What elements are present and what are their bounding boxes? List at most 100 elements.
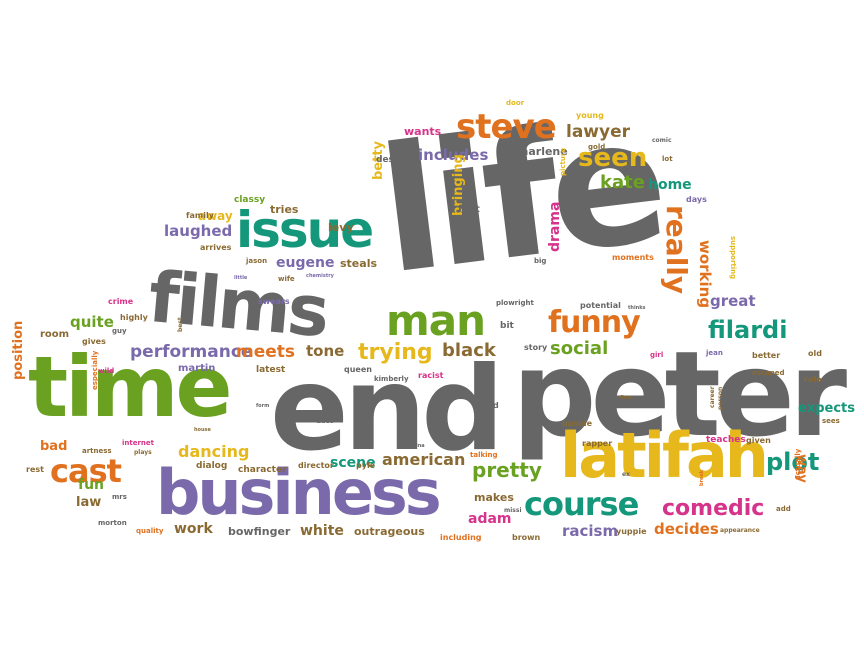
word-law: law [76,495,102,510]
word-position: position [11,320,26,380]
word-laughed: laughed [164,222,233,240]
word-break: break [699,469,705,486]
word-guy: guy [112,327,127,335]
word-upside: upside [562,419,593,428]
word-end: end [270,342,504,477]
word-comic: comic [652,137,672,144]
word-kimberly: kimberly [374,375,409,383]
word-date: date [316,417,334,425]
word-old: old [808,349,822,358]
word-hard: hard [478,401,499,410]
word-better: better [752,351,781,360]
word-family: family [186,211,214,220]
word-performance: performance [130,342,253,362]
word-business: business [156,456,442,529]
word-best: best [177,317,184,332]
word-teaches: teaches [706,435,746,445]
word-talking: talking [470,451,498,459]
word-dancing: dancing [178,442,250,461]
word-great: great [710,292,756,310]
word-chemistry: chemistry [306,273,334,279]
word-including: including [440,533,482,542]
word-tries: tries [270,203,299,216]
word-charlene: charlene [514,145,568,158]
word-pyle: pyle [356,461,376,470]
word-wife: wife [278,275,295,283]
word-lot: lot [662,155,673,163]
word-black: black [442,340,496,361]
word-appearance: appearance [720,527,760,534]
word-bit: bit [500,321,514,331]
word-especially: especially [91,350,99,390]
word-queen: queen [344,365,372,374]
word-fun: fun [78,477,105,493]
word-bowfinger: bowfinger [228,525,291,538]
word-big: big [534,257,547,265]
word-farina: farina [408,443,425,449]
word-ex: ex [622,471,630,478]
word-plays: plays [134,449,152,456]
word-peter: peter [512,325,847,463]
word-days: days [686,195,707,204]
word-girl: girl [650,351,664,359]
word-actually: actually [794,448,802,480]
word-form: form [256,403,270,409]
word-rapper: rapper [582,439,613,448]
word-course: course [524,485,639,523]
word-career: career [709,386,716,408]
word-filardi: filardi [708,316,788,344]
word-artness: artness [82,447,112,455]
word-morton: morton [98,519,127,527]
word-highly: highly [120,313,148,322]
word-steve: steve [456,107,557,147]
word-moments: moments [612,253,654,262]
word-expects: expects [798,401,855,416]
word-martin: martin [178,363,216,374]
word-house: house [194,427,211,433]
word-missi: missi [504,507,522,514]
word-wild: wild [98,367,115,375]
word-home: home [648,177,692,193]
word-away: away [198,209,233,223]
word-rest: rest [26,465,44,474]
word-jason: jason [246,257,268,265]
word-lawyer: lawyer [566,122,630,142]
word-scene: scene [330,455,376,471]
word-dialog: dialog [196,461,228,471]
word-decides: decides [654,520,719,538]
word-latest: latest [256,365,286,375]
word-social: social [550,338,609,359]
word-crime: crime [108,297,134,306]
word-american: american [382,450,466,469]
word-plowright: plowright [496,299,534,307]
word-issue: issue [236,201,374,259]
word-swears: swears [258,297,290,306]
word-quite: quite [70,313,114,331]
word-gold: gold [588,143,606,151]
word-really: really [660,205,693,295]
word-eugene: eugene [276,255,335,271]
word-includes: includes [418,146,489,164]
word-internet: internet [122,439,155,447]
word-picture: picture [559,147,567,176]
word-seen: seen [578,143,648,173]
word-supporting: supporting [729,236,737,280]
word-young: young [576,111,604,120]
word-room: room [40,329,70,340]
word-thinks: thinks [628,305,646,311]
word-tone: tone [306,342,345,360]
word-racist: racist [418,371,444,380]
word-person: person [717,386,724,410]
word-firm: firm [620,395,632,401]
word-levy: levy [328,221,354,234]
word-trying: trying [358,340,433,365]
word-story: story [524,343,548,352]
word-drama: drama [547,201,563,252]
word-quality: quality [136,527,164,535]
word-yuppie: yuppie [616,527,647,536]
word-potential: potential [580,301,621,310]
word-latifah: latifah [560,419,769,492]
word-adam: adam [468,511,512,527]
word-outrageous: outrageous [354,525,425,538]
